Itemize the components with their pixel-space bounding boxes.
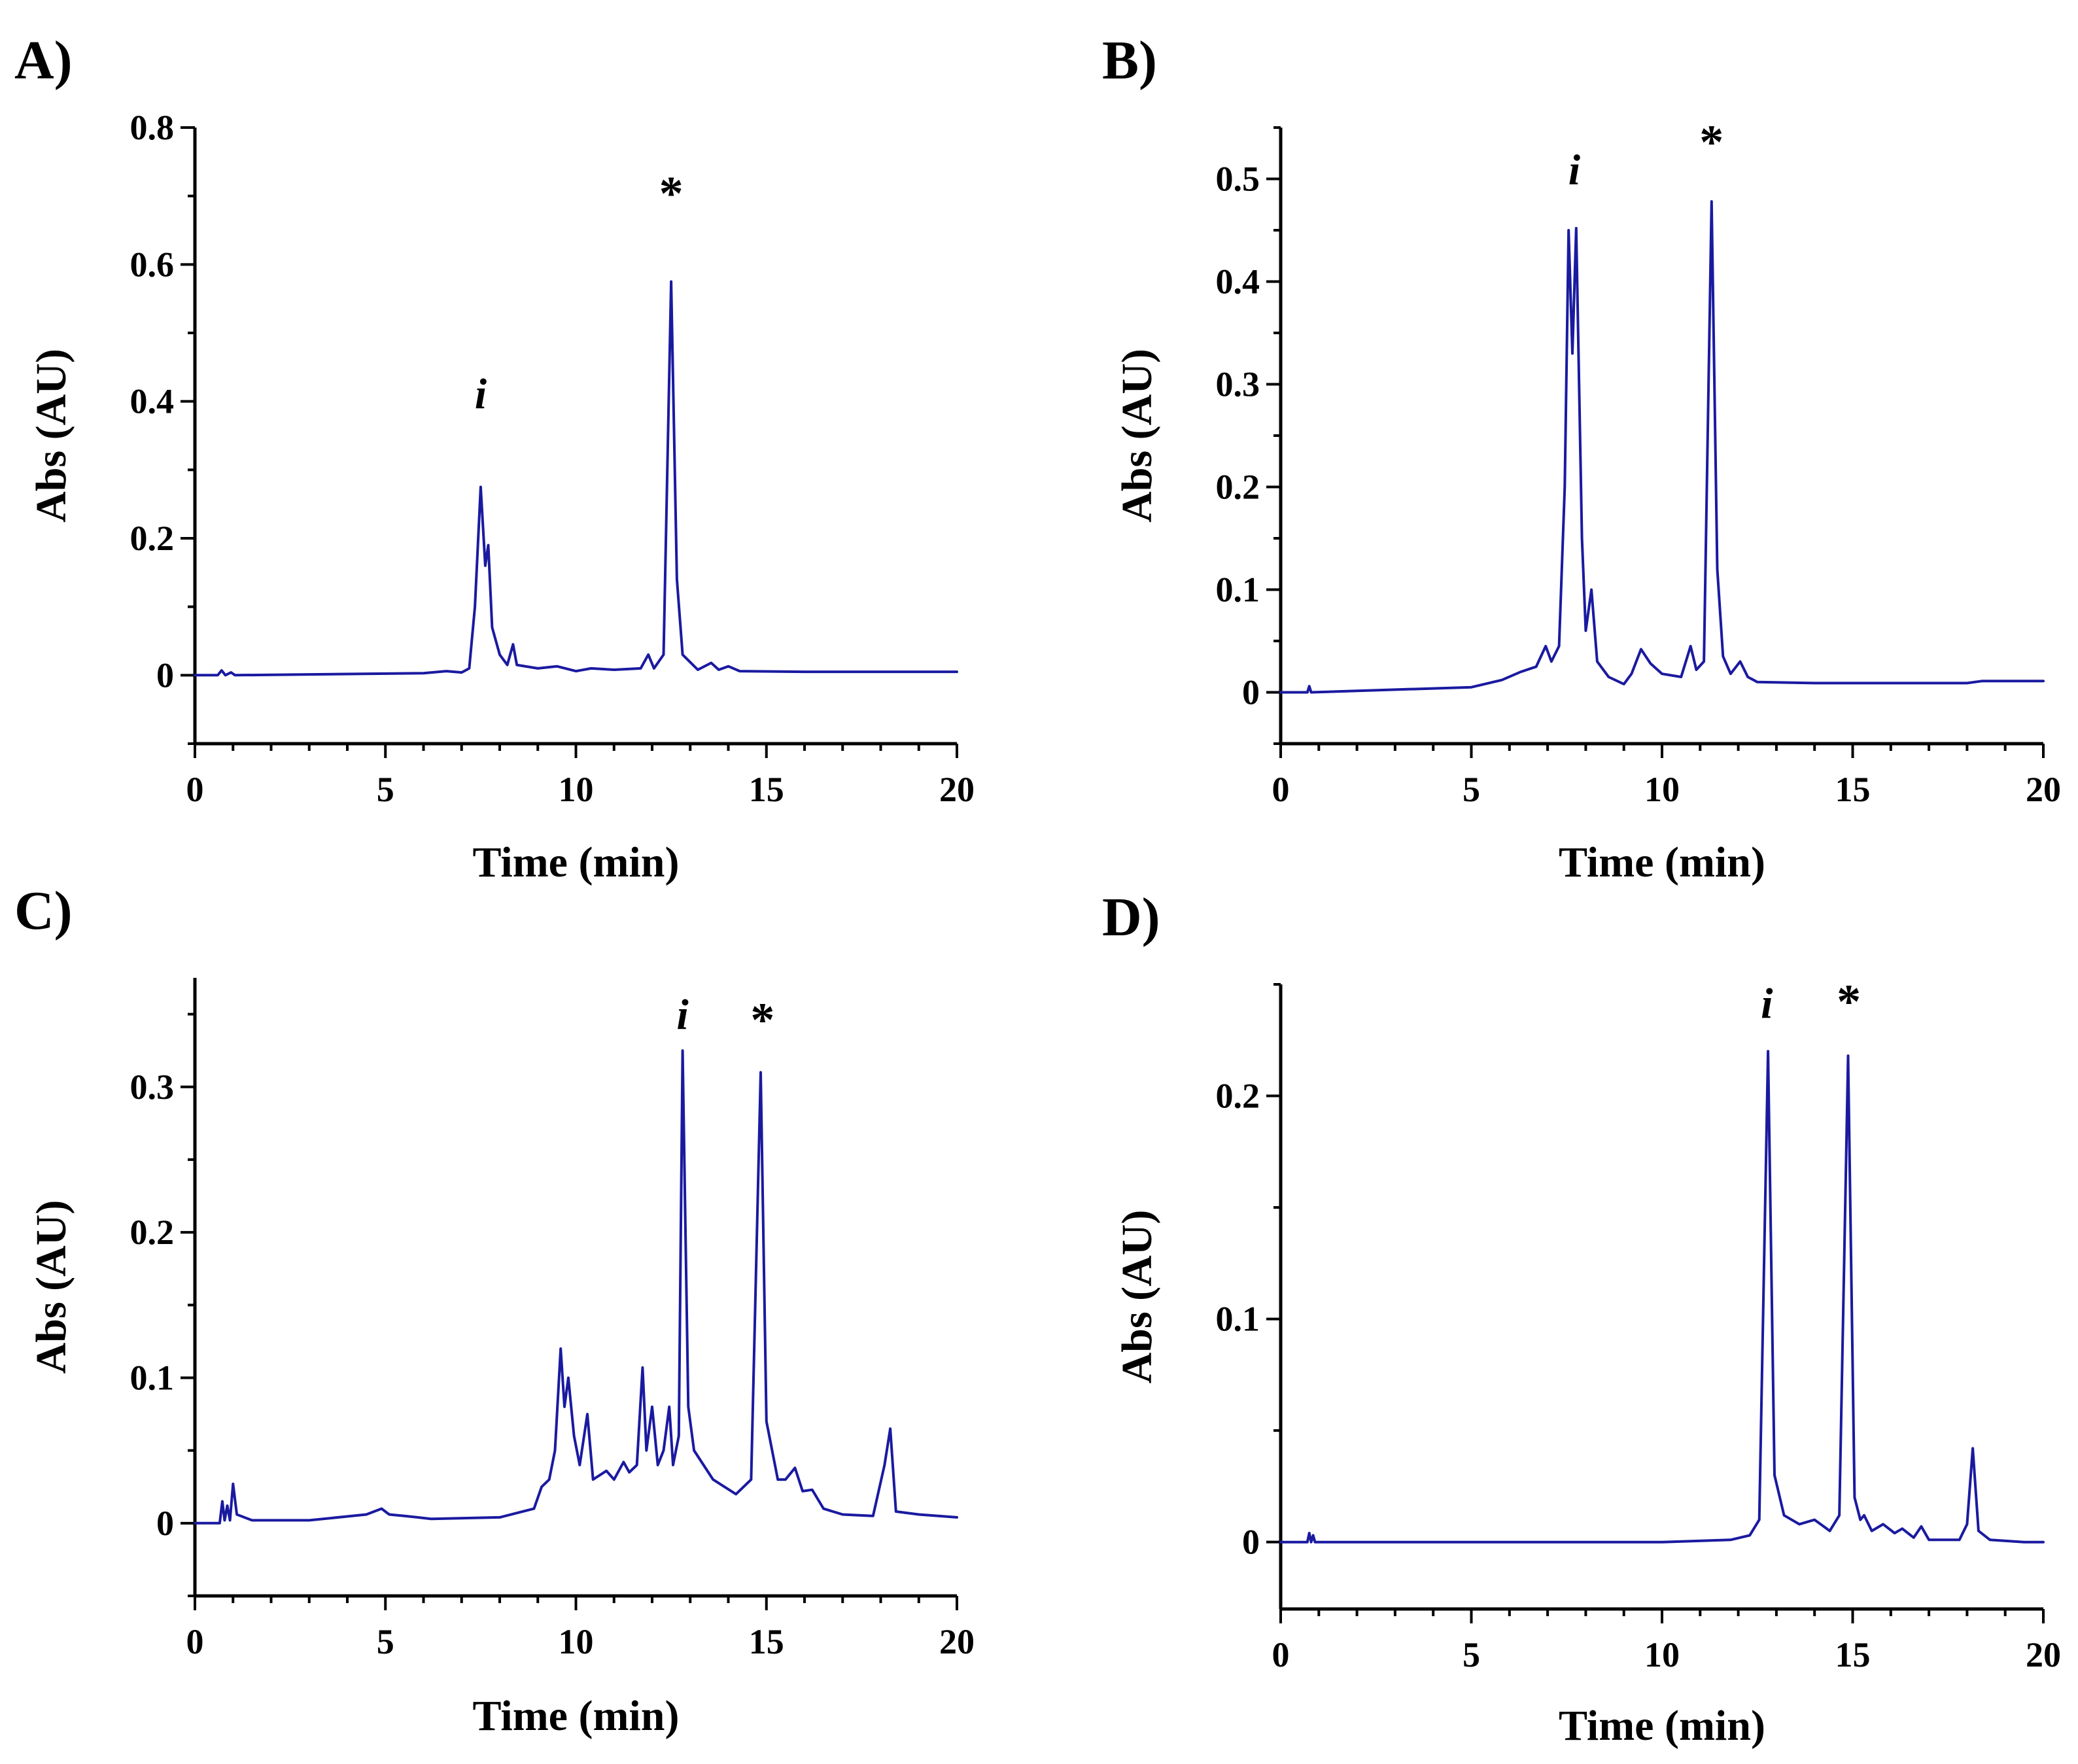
panel-label: B)	[1102, 30, 1157, 91]
x-tick-label: 5	[1463, 770, 1480, 809]
peak-annotation-star: *	[1699, 116, 1723, 169]
y-tick-label: 0.3	[1216, 365, 1260, 404]
x-axis-title: Time (min)	[473, 1692, 680, 1740]
chromatogram-trace	[1279, 200, 2045, 694]
panel-b: B) 0 5 10 15 20 0 0.1 0.2 0.3 0.4 0.5 Time (min) Abs …	[1102, 30, 2061, 886]
y-tick-label: 0.2	[130, 519, 175, 558]
y-tick-label: 0.4	[1216, 262, 1260, 302]
y-tick-label: 0.2	[130, 1213, 175, 1252]
panel-label: C)	[14, 880, 73, 941]
y-tick-label: 0.1	[1216, 1300, 1260, 1339]
x-tick-label: 5	[1463, 1635, 1480, 1674]
panel-d: D) 0 5 10 15 20 0 0.1 0.2 Time (min) Abs (AU) i *	[1102, 887, 2061, 1750]
x-tick-label: 10	[559, 770, 594, 809]
x-tick-label: 15	[1835, 1635, 1871, 1674]
y-tick-label: 0.6	[130, 245, 175, 284]
panel-label: A)	[14, 30, 73, 91]
peak-annotation-i: i	[475, 370, 487, 418]
peak-annotation-star: *	[750, 994, 774, 1047]
y-tick-label: 0.5	[1216, 160, 1260, 199]
chromatogram-trace	[1279, 1050, 2045, 1544]
x-tick-label: 0	[186, 770, 204, 809]
y-tick-label: 0	[1242, 673, 1260, 712]
x-tick-label: 0	[1272, 770, 1290, 809]
panel-label: D)	[1102, 887, 1160, 948]
y-axis-title: Abs (AU)	[27, 349, 75, 523]
x-tick-label: 0	[1272, 1635, 1290, 1674]
x-tick-label: 10	[1644, 770, 1680, 809]
y-tick-label: 0	[1242, 1523, 1260, 1562]
y-tick-label: 0.1	[130, 1358, 175, 1397]
x-tick-label: 20	[939, 1622, 975, 1661]
x-tick-label: 5	[377, 770, 394, 809]
x-tick-label: 15	[749, 1622, 784, 1661]
y-axis-title: Abs (AU)	[1113, 1210, 1161, 1384]
peak-annotation-i: i	[1568, 146, 1581, 194]
peak-annotation-i: i	[1761, 980, 1773, 1028]
peak-annotation-star: *	[1837, 975, 1861, 1029]
panel-c: C) 0 5 10 15 20 0 0.1 0.2 0.3 Time (min) Abs (AU) i *	[14, 880, 975, 1740]
x-tick-label: 0	[186, 1622, 204, 1661]
y-tick-label: 0.1	[1216, 570, 1260, 610]
chromatogram-trace	[194, 1049, 958, 1525]
y-axis-title: Abs (AU)	[27, 1200, 75, 1374]
y-tick-label: 0.2	[1216, 468, 1260, 507]
x-tick-label: 20	[2026, 1635, 2061, 1674]
peak-annotation-star: *	[659, 167, 684, 221]
y-tick-label: 0.3	[130, 1067, 175, 1107]
y-tick-label: 0.4	[130, 382, 175, 421]
x-axis-title: Time (min)	[1559, 839, 1765, 886]
x-tick-label: 15	[749, 770, 784, 809]
panel-a: A) 0 5 10 15 20 0 0.2 0.4 0.6 0.8 Time (min) Abs (AU…	[14, 30, 975, 886]
x-tick-label: 20	[2026, 770, 2061, 809]
y-axis-title: Abs (AU)	[1113, 349, 1161, 523]
x-tick-label: 15	[1835, 770, 1871, 809]
y-tick-label: 0	[156, 655, 174, 695]
y-tick-label: 0.2	[1216, 1077, 1260, 1116]
x-tick-label: 10	[559, 1622, 594, 1661]
x-tick-label: 20	[939, 770, 975, 809]
y-tick-label: 0.8	[130, 108, 175, 147]
chromatogram-trace	[194, 280, 958, 677]
y-tick-label: 0	[156, 1504, 174, 1543]
x-tick-label: 10	[1644, 1635, 1680, 1674]
peak-annotation-i: i	[676, 991, 689, 1039]
x-axis-title: Time (min)	[473, 839, 680, 886]
x-tick-label: 5	[377, 1622, 394, 1661]
x-axis-title: Time (min)	[1559, 1702, 1765, 1750]
